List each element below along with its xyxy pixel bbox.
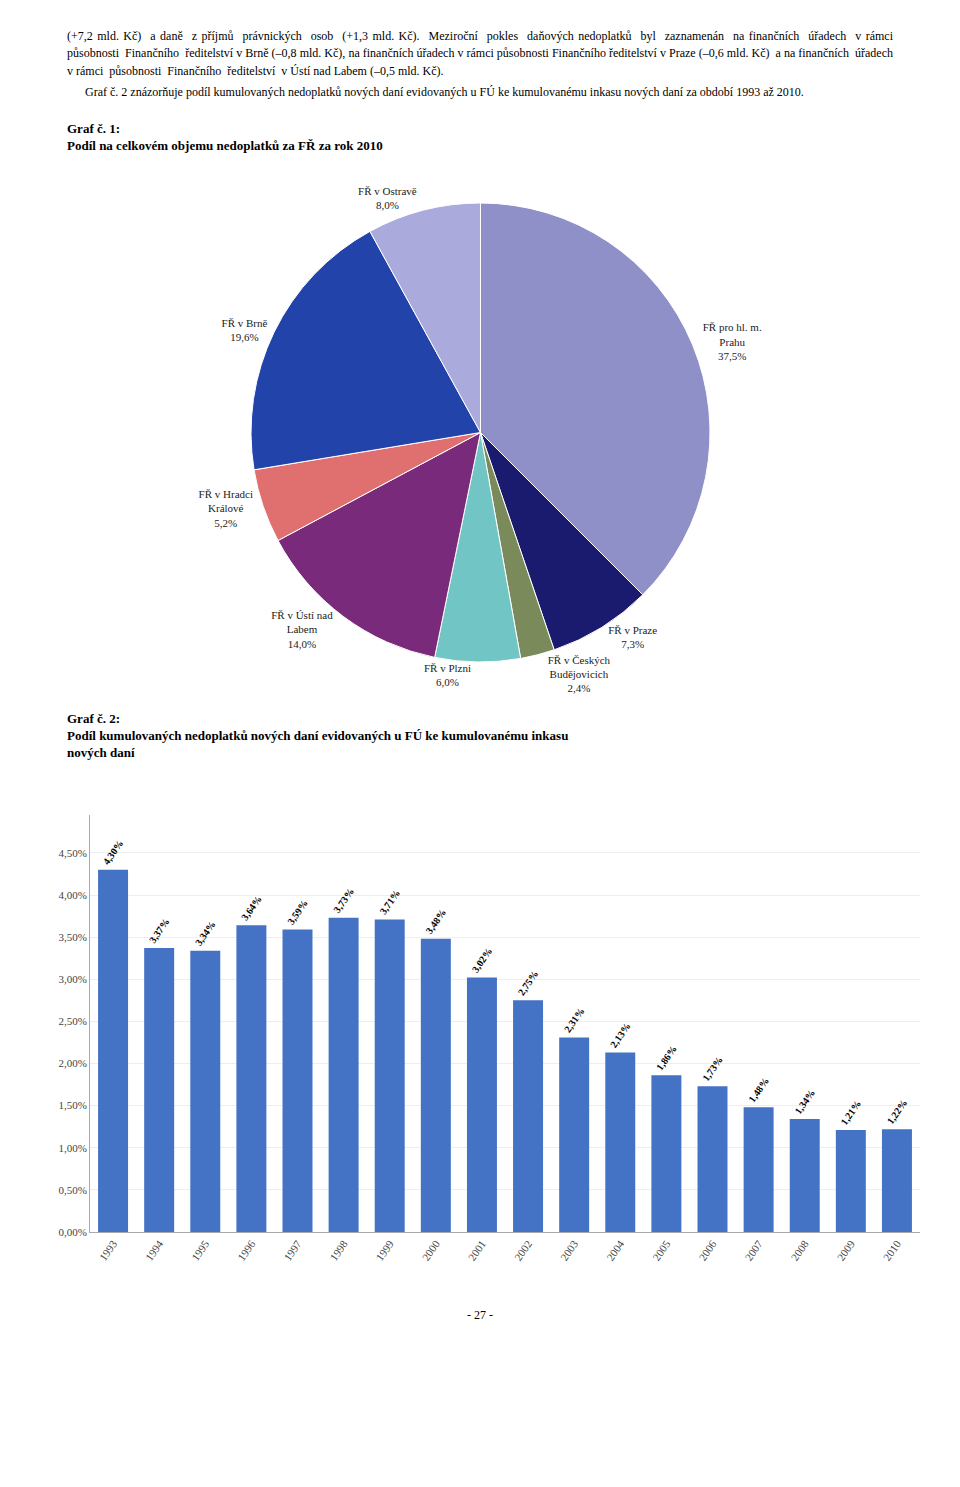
svg-text:3,00%: 3,00% xyxy=(58,973,86,985)
svg-text:3,71%: 3,71% xyxy=(377,887,402,916)
svg-text:FŘ v HradciKrálové5,2%: FŘ v HradciKrálové5,2% xyxy=(199,488,253,529)
svg-text:0,50%: 0,50% xyxy=(58,1183,86,1195)
svg-text:0,00%: 0,00% xyxy=(58,1225,86,1237)
svg-text:2002: 2002 xyxy=(512,1238,534,1263)
svg-text:3,50%: 3,50% xyxy=(58,931,86,943)
svg-text:2001: 2001 xyxy=(466,1238,488,1263)
svg-text:1,50%: 1,50% xyxy=(58,1099,86,1111)
svg-text:2,50%: 2,50% xyxy=(58,1015,86,1027)
svg-text:2005: 2005 xyxy=(650,1237,673,1262)
html-text:(+7,2 mld. Kč) a daně z příjmů: (+7,2 mld. Kč) a daně z příjmů právnický… xyxy=(67,29,899,78)
svg-text:2010: 2010 xyxy=(881,1237,904,1262)
svg-text:2,31%: 2,31% xyxy=(562,1005,587,1034)
svg-text:FŘ v Ústí nadLabem14,0%: FŘ v Ústí nadLabem14,0% xyxy=(271,609,333,650)
svg-text:2,13%: 2,13% xyxy=(608,1020,633,1049)
svg-text:3,02%: 3,02% xyxy=(470,945,495,974)
svg-text:FŘ v Ostravě8,0%: FŘ v Ostravě8,0% xyxy=(358,184,417,210)
svg-text:FŘ v Brně19,6%: FŘ v Brně19,6% xyxy=(222,316,268,342)
html-text:Graf č. 2 znázorňuje podíl kum: Graf č. 2 znázorňuje podíl kumulovaných … xyxy=(67,85,804,100)
svg-text:FŘ v Praze7,3%: FŘ v Praze7,3% xyxy=(608,623,657,649)
svg-text:3,34%: 3,34% xyxy=(193,918,218,947)
svg-text:1,73%: 1,73% xyxy=(700,1054,725,1083)
svg-text:1993: 1993 xyxy=(97,1237,120,1262)
svg-text:2006: 2006 xyxy=(696,1237,719,1262)
svg-text:1994: 1994 xyxy=(143,1237,166,1262)
svg-text:1,34%: 1,34% xyxy=(792,1087,817,1116)
svg-text:4,00%: 4,00% xyxy=(58,888,86,900)
svg-text:FŘ v Plzni6,0%: FŘ v Plzni6,0% xyxy=(424,662,471,688)
svg-text:1997: 1997 xyxy=(281,1237,304,1262)
svg-text:2003: 2003 xyxy=(558,1237,581,1262)
svg-text:1,00%: 1,00% xyxy=(58,1141,86,1153)
svg-text:2,75%: 2,75% xyxy=(516,968,541,997)
svg-text:4,30%: 4,30% xyxy=(101,837,126,866)
svg-text:3,59%: 3,59% xyxy=(285,897,310,926)
svg-text:1996: 1996 xyxy=(235,1237,258,1262)
svg-text:1995: 1995 xyxy=(189,1237,212,1262)
svg-text:FŘ v ČeskýchBudějovicich2,4%: FŘ v ČeskýchBudějovicich2,4% xyxy=(548,653,611,694)
svg-text:3,73%: 3,73% xyxy=(331,886,356,915)
svg-text:1,48%: 1,48% xyxy=(746,1075,771,1104)
svg-text:1999: 1999 xyxy=(373,1237,396,1262)
svg-text:2007: 2007 xyxy=(742,1237,765,1262)
svg-text:Graf č. 1:Podíl na celkovém ob: Graf č. 1:Podíl na celkovém objemu nedop… xyxy=(67,120,383,152)
svg-text:FŘ pro hl. m.Prahu37,5%: FŘ pro hl. m.Prahu37,5% xyxy=(703,321,762,362)
svg-text:4,50%: 4,50% xyxy=(58,846,86,858)
svg-text:1998: 1998 xyxy=(327,1237,350,1262)
svg-text:1,21%: 1,21% xyxy=(838,1098,863,1127)
svg-text:3,37%: 3,37% xyxy=(147,916,172,945)
svg-text:1,86%: 1,86% xyxy=(654,1043,679,1072)
html-text:- 27 -: - 27 - xyxy=(467,1307,493,1322)
svg-text:3,64%: 3,64% xyxy=(239,893,264,922)
svg-text:2004: 2004 xyxy=(604,1237,627,1262)
svg-text:2000: 2000 xyxy=(420,1237,443,1262)
svg-text:Graf č. 2:Podíl kumulovaných n: Graf č. 2:Podíl kumulovaných nedoplatků … xyxy=(67,710,568,759)
svg-text:1,22%: 1,22% xyxy=(885,1097,910,1126)
svg-text:2,00%: 2,00% xyxy=(58,1057,86,1069)
svg-text:3,48%: 3,48% xyxy=(423,907,448,936)
svg-text:2009: 2009 xyxy=(835,1237,858,1262)
svg-text:2008: 2008 xyxy=(788,1237,811,1262)
